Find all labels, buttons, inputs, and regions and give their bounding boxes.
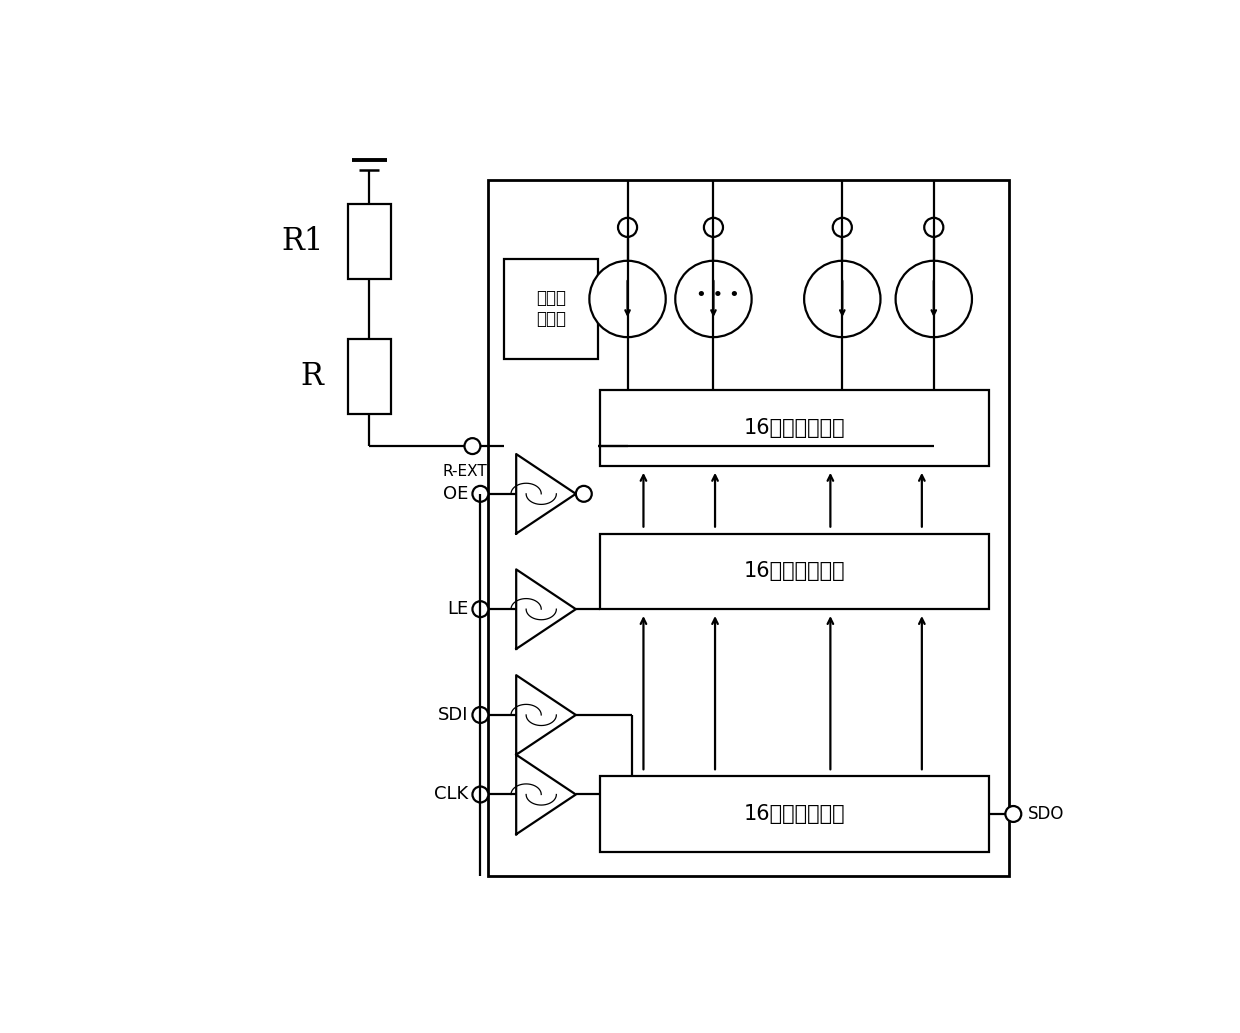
Circle shape xyxy=(676,260,751,337)
Text: SDO: SDO xyxy=(1028,805,1064,823)
Bar xyxy=(600,776,990,852)
Text: 输出电
流调节: 输出电 流调节 xyxy=(536,289,567,328)
Bar xyxy=(505,259,598,358)
Circle shape xyxy=(575,486,591,502)
Circle shape xyxy=(924,218,944,237)
Text: SDI: SDI xyxy=(438,706,469,724)
Circle shape xyxy=(618,218,637,237)
Circle shape xyxy=(465,438,480,455)
Bar xyxy=(600,390,990,466)
Text: 16位输出驱动器: 16位输出驱动器 xyxy=(744,418,846,438)
Circle shape xyxy=(895,260,972,337)
Text: R: R xyxy=(301,361,324,392)
Circle shape xyxy=(833,218,852,237)
Text: LE: LE xyxy=(448,600,469,618)
Text: R1: R1 xyxy=(281,226,324,257)
Text: R-EXT: R-EXT xyxy=(443,464,487,478)
Circle shape xyxy=(472,786,489,803)
Text: • • •: • • • xyxy=(697,286,740,304)
Circle shape xyxy=(472,707,489,723)
Bar xyxy=(347,204,392,279)
Text: CLK: CLK xyxy=(434,785,469,804)
Circle shape xyxy=(472,486,489,502)
Text: 16位移位寄存器: 16位移位寄存器 xyxy=(744,804,846,824)
Circle shape xyxy=(804,260,880,337)
Circle shape xyxy=(1006,806,1022,822)
Text: 16位输出锁存器: 16位输出锁存器 xyxy=(744,561,846,582)
Circle shape xyxy=(589,260,666,337)
Bar xyxy=(347,339,392,414)
Text: OE: OE xyxy=(443,484,469,503)
Circle shape xyxy=(472,601,489,617)
Circle shape xyxy=(704,218,723,237)
Bar xyxy=(600,534,990,609)
Bar xyxy=(489,180,1009,876)
